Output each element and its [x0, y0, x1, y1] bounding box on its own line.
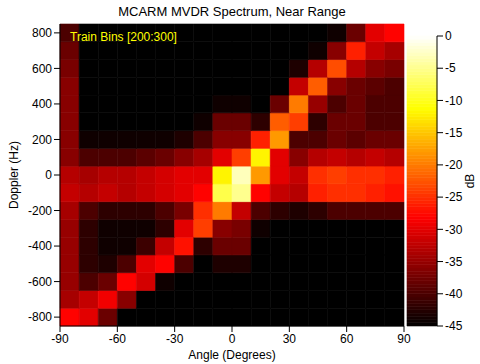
svg-text:-10: -10: [445, 94, 463, 108]
svg-text:0: 0: [445, 29, 452, 43]
svg-text:0: 0: [45, 168, 52, 182]
svg-text:-5: -5: [445, 61, 456, 75]
svg-text:-25: -25: [445, 190, 463, 204]
svg-text:-30: -30: [445, 223, 463, 237]
svg-text:-30: -30: [166, 332, 184, 346]
html-text:Doppler (Hz): Doppler (Hz): [6, 141, 21, 209]
svg-text:200: 200: [32, 133, 52, 147]
svg-text:-20: -20: [445, 158, 463, 172]
svg-text:-90: -90: [51, 332, 69, 346]
svg-text:600: 600: [32, 62, 52, 76]
svg-text:60: 60: [340, 332, 354, 346]
svg-text:-200: -200: [28, 204, 52, 218]
svg-text:-40: -40: [445, 287, 463, 301]
svg-text:-400: -400: [28, 239, 52, 253]
svg-text:400: 400: [32, 97, 52, 111]
svg-text:0: 0: [229, 332, 236, 346]
svg-text:-800: -800: [28, 310, 52, 324]
svg-text:-15: -15: [445, 126, 463, 140]
html-text:Train Bins [200:300]: Train Bins [200:300]: [70, 30, 177, 44]
html-text:dB: dB: [462, 173, 477, 189]
svg-text:-45: -45: [445, 319, 463, 333]
html-text:MCARM MVDR Spectrum, Near Rang: MCARM MVDR Spectrum, Near Range: [118, 4, 346, 19]
svg-text:-600: -600: [28, 275, 52, 289]
svg-text:30: 30: [283, 332, 297, 346]
svg-text:90: 90: [397, 332, 411, 346]
svg-text:800: 800: [32, 26, 52, 40]
svg-text:-60: -60: [109, 332, 127, 346]
svg-text:-35: -35: [445, 255, 463, 269]
html-text:Angle (Degrees): Angle (Degrees): [188, 348, 276, 362]
